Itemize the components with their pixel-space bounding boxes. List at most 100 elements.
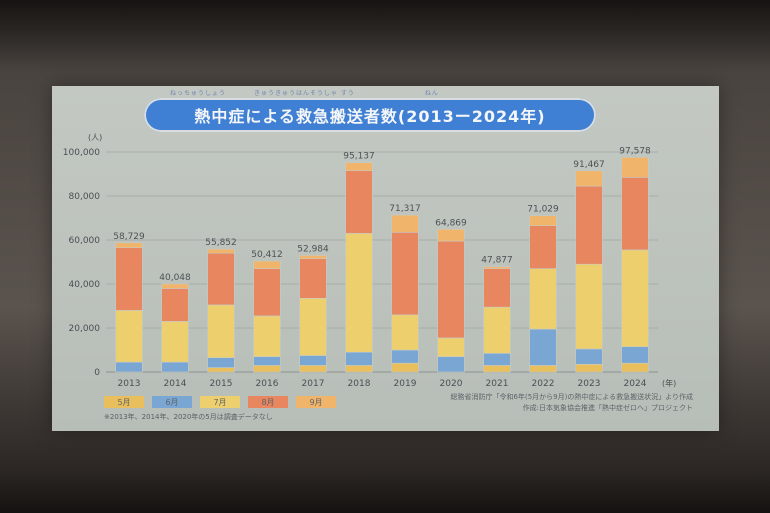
- title-ruby: ねっちゅうしょう きゅうきゅうはんそうしゃ すう ねん: [170, 90, 439, 97]
- bar-segment: [207, 357, 235, 368]
- bar-segment: [207, 304, 235, 358]
- bar-segment: [529, 328, 557, 366]
- legend-item: 9月: [296, 396, 336, 408]
- bar-segment: [161, 288, 189, 322]
- bar-segment: [483, 365, 511, 373]
- bar-segment: [529, 365, 557, 373]
- bar-segment: [483, 266, 511, 269]
- x-tick-label: 2013: [118, 379, 141, 389]
- x-tick-label: 2018: [348, 379, 371, 389]
- bar-segment: [437, 356, 465, 373]
- total-label: 91,467: [573, 160, 605, 170]
- bar-segment: [483, 268, 511, 308]
- y-axis-label: (人): [88, 133, 102, 142]
- bar-segment: [299, 258, 327, 299]
- bar-segment: [345, 162, 373, 172]
- bar-segment: [253, 315, 281, 357]
- stacked-bar-chart: 0 20,000 40,000 60,000 80,000 100,000 (人) 58,72…: [63, 133, 676, 389]
- bar-segment: [575, 185, 603, 265]
- bar-segment: [529, 268, 557, 330]
- bar-segment: [437, 337, 465, 357]
- y-tick-label: 60,000: [69, 236, 101, 246]
- bar-segment: [529, 215, 557, 227]
- x-tick-label: 2019: [394, 379, 417, 389]
- projected-slide: ねっちゅうしょう きゅうきゅうはんそうしゃ すう ねん 熱中症による救急搬送者数…: [52, 86, 719, 431]
- x-tick-label: 2023: [578, 379, 601, 389]
- x-tick-label: 2015: [210, 379, 233, 389]
- bar-segment: [115, 310, 143, 363]
- bar-segment: [575, 348, 603, 365]
- footnote: ※2013年、2014年、2020年の5月は調査データなし: [104, 413, 273, 421]
- title-banner: 熱中症による救急搬送者数(2013ー2024年): [144, 98, 596, 132]
- bar-segment: [345, 233, 373, 353]
- bar-segment: [299, 365, 327, 373]
- total-label: 95,137: [343, 152, 375, 162]
- bar-segment: [161, 283, 189, 289]
- x-tick-label: 2021: [486, 379, 509, 389]
- bar-segment: [299, 255, 327, 259]
- source-line: 作成:日本気象協会推進「熱中症ゼロへ」プロジェクト: [522, 404, 693, 412]
- bar-segment: [483, 352, 511, 366]
- legend-item: 7月: [200, 396, 240, 408]
- bar-segment: [391, 314, 419, 351]
- bar-segment: [299, 355, 327, 366]
- bar-segment: [621, 177, 649, 251]
- legend-item: 6月: [152, 396, 192, 408]
- total-label: 64,869: [435, 218, 467, 228]
- bar-segment: [345, 351, 373, 366]
- bar-segment: [529, 225, 557, 269]
- bar-segment: [621, 249, 649, 347]
- bar-segment: [207, 367, 235, 373]
- bar-segment: [575, 363, 603, 373]
- bar-segment: [391, 232, 419, 316]
- total-label: 71,317: [389, 204, 421, 214]
- bar-segment: [621, 157, 649, 178]
- bar-segment: [575, 263, 603, 350]
- bar-segment: [621, 346, 649, 364]
- bar-segment: [437, 240, 465, 339]
- bar-segment: [391, 349, 419, 364]
- legend: 5月 6月 7月 8月 9月: [104, 396, 336, 408]
- x-tick-label: 2020: [440, 379, 463, 389]
- bar-segment: [253, 260, 281, 269]
- bar-segment: [391, 214, 419, 233]
- bar-segment: [299, 298, 327, 356]
- y-tick-label: 100,000: [63, 148, 100, 158]
- bar-segment: [575, 170, 603, 187]
- total-label: 55,852: [205, 238, 237, 248]
- y-tick-label: 80,000: [69, 192, 101, 202]
- y-tick-label: 40,000: [69, 280, 101, 290]
- bar-segment: [345, 170, 373, 234]
- bar-segment: [253, 356, 281, 366]
- x-tick-label: 2017: [302, 379, 325, 389]
- y-tick-label: 0: [94, 368, 100, 378]
- bar-segment: [253, 365, 281, 373]
- bar-segment: [345, 365, 373, 373]
- source-note: 総務省消防庁「令和6年(5月から9月)の熱中症による救急搬送状況」より作成 作成…: [451, 392, 693, 414]
- total-label: 47,877: [481, 256, 513, 266]
- x-tick-label: 2014: [164, 379, 187, 389]
- bar-segment: [115, 247, 143, 311]
- bar-segment: [115, 361, 143, 373]
- x-tick-label: 2022: [532, 379, 555, 389]
- total-label: 71,029: [527, 205, 559, 215]
- bar-segment: [161, 321, 189, 363]
- x-tick-label: 2024: [624, 379, 647, 389]
- bar-segment: [391, 362, 419, 373]
- bar-segment: [207, 252, 235, 306]
- y-tick-label: 20,000: [69, 324, 101, 334]
- source-line: 総務省消防庁「令和6年(5月から9月)の熱中症による救急搬送状況」より作成: [450, 393, 693, 401]
- chart-title: 熱中症による救急搬送者数(2013ー2024年): [194, 107, 546, 126]
- legend-item: 5月: [104, 396, 144, 408]
- total-label: 52,984: [297, 244, 329, 254]
- x-tick-label: 2016: [256, 379, 279, 389]
- bar-segment: [207, 248, 235, 254]
- legend-item: 8月: [248, 396, 288, 408]
- total-label: 97,578: [619, 146, 651, 156]
- total-label: 40,048: [159, 273, 191, 283]
- total-label: 50,412: [251, 250, 283, 260]
- bar-segment: [437, 228, 465, 242]
- bar-segment: [483, 306, 511, 354]
- bar-segment: [115, 242, 143, 249]
- bar-segment: [253, 268, 281, 317]
